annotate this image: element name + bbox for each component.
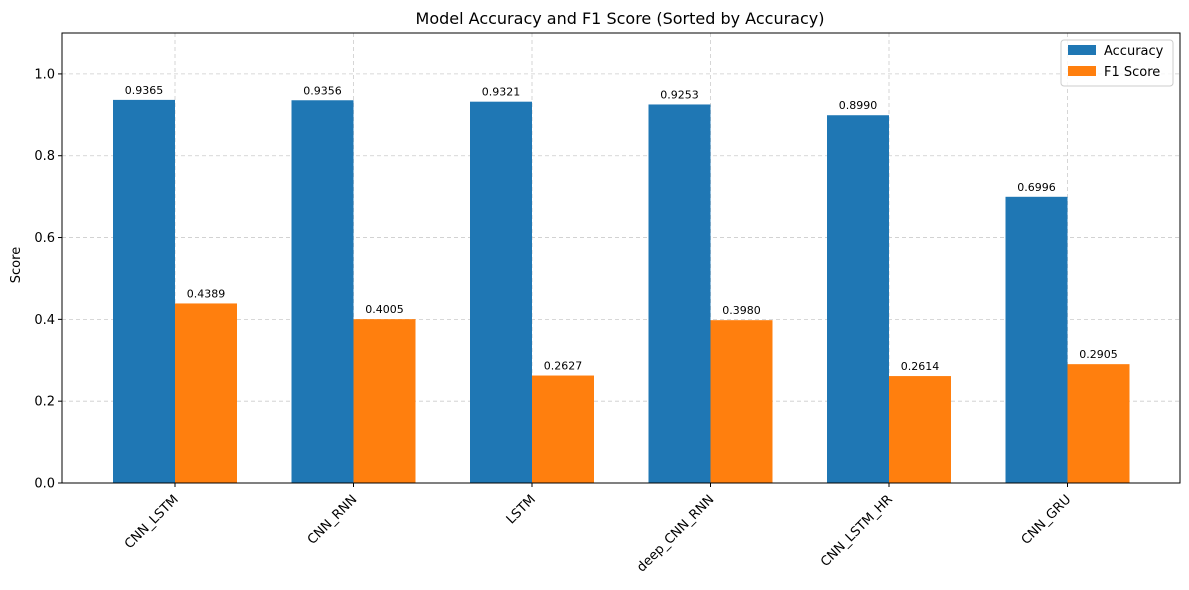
bar-label-accuracy-lstm: 0.9321 (482, 86, 521, 99)
bar-label-accuracy-deep-cnn-rnn: 0.9253 (660, 88, 699, 101)
bar-accuracy-cnn-lstm (113, 99, 175, 484)
bar-label-f1-score-lstm: 0.2627 (544, 360, 583, 373)
bar-accuracy-cnn-rnn (291, 100, 354, 483)
bar-accuracy-cnn-gru (1005, 196, 1068, 484)
bar-label-accuracy-cnn-rnn: 0.9356 (303, 84, 342, 97)
bar-label-f1-score-cnn-gru: 0.2905 (1079, 348, 1118, 361)
plot-frame (61, 32, 1181, 484)
y-tick-label: 0.0 (34, 477, 55, 492)
y-axis-label: Score (9, 247, 24, 283)
bar-accuracy-lstm (470, 101, 532, 483)
bar-label-accuracy-cnn-lstm: 0.9365 (125, 84, 164, 97)
bars-layer (113, 99, 1130, 484)
y-axis-ticks: 0.0 0.2 0.4 0.6 0.8 1.0 (34, 67, 62, 492)
legend-label-accuracy: Accuracy (1104, 44, 1164, 59)
y-tick-label: 0.8 (34, 149, 55, 164)
bar-accuracy-deep-cnn-rnn (648, 104, 711, 483)
bar-label-f1-score-deep-cnn-rnn: 0.3980 (722, 304, 761, 317)
bar-label-f1-score-cnn-rnn: 0.4005 (365, 303, 404, 316)
bar-label-accuracy-cnn-gru: 0.6996 (1017, 181, 1056, 194)
legend-label-f1-score: F1 Score (1104, 65, 1160, 80)
y-tick-label: 0.2 (34, 395, 55, 410)
bar-value-labels: 0.9365 0.9356 0.9321 0.9253 0.8990 0.6996 0.43… (125, 84, 1118, 373)
chart-title: Model Accuracy and F1 Score (Sorted by A… (416, 9, 825, 28)
legend: Accuracy F1 Score (1060, 39, 1174, 87)
bar-label-f1-score-cnn-lstm: 0.4389 (187, 287, 226, 300)
bar-label-accuracy-cnn-lstm-hr: 0.8990 (839, 99, 878, 112)
bar-accuracy-cnn-lstm-hr (827, 115, 889, 484)
bar-f1-score-deep-cnn-rnn (710, 320, 773, 483)
bar-f1-score-lstm (532, 375, 594, 483)
bar-f1-score-cnn-lstm-hr (889, 376, 951, 483)
bar-f1-score-cnn-gru (1067, 364, 1130, 483)
y-tick-label: 0.4 (34, 313, 55, 328)
bar-f1-score-cnn-lstm (175, 303, 237, 483)
bar-f1-score-cnn-rnn (353, 319, 416, 483)
legend-swatch-f1-score (1068, 66, 1096, 76)
legend-swatch-accuracy (1068, 45, 1096, 55)
y-tick-label: 1.0 (34, 67, 55, 82)
y-tick-label: 0.6 (34, 231, 55, 246)
bar-label-f1-score-cnn-lstm-hr: 0.2614 (901, 360, 940, 373)
